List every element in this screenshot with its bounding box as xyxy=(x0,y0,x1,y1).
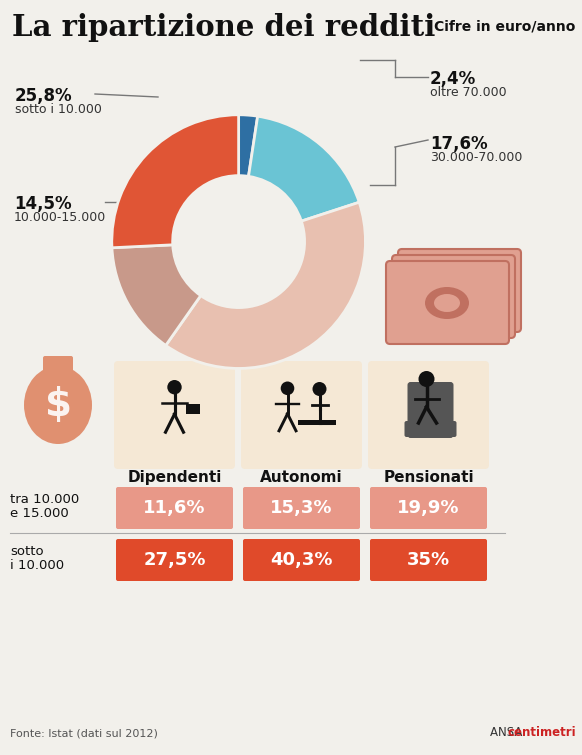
FancyBboxPatch shape xyxy=(370,539,487,581)
Text: 15.000-30.000: 15.000-30.000 xyxy=(220,335,313,348)
Text: 11,6%: 11,6% xyxy=(143,499,206,517)
Text: Autonomi: Autonomi xyxy=(260,470,343,485)
FancyBboxPatch shape xyxy=(404,421,456,437)
FancyBboxPatch shape xyxy=(186,403,200,414)
Text: Cifre in euro/anno: Cifre in euro/anno xyxy=(434,20,575,34)
Ellipse shape xyxy=(434,294,460,312)
Text: Dipendenti: Dipendenti xyxy=(127,470,222,485)
Text: ANSA: ANSA xyxy=(490,726,526,739)
FancyBboxPatch shape xyxy=(116,487,233,529)
Text: 14,5%: 14,5% xyxy=(14,195,72,213)
Text: centimetri: centimetri xyxy=(508,726,577,739)
Wedge shape xyxy=(112,245,201,346)
Wedge shape xyxy=(166,202,365,368)
FancyBboxPatch shape xyxy=(116,539,233,581)
Ellipse shape xyxy=(24,366,92,444)
Text: 35%: 35% xyxy=(407,551,450,569)
Circle shape xyxy=(167,380,182,394)
Text: e 15.000: e 15.000 xyxy=(10,507,69,520)
Text: i 10.000: i 10.000 xyxy=(10,559,64,572)
FancyBboxPatch shape xyxy=(368,361,489,469)
Text: 40,3%: 40,3% xyxy=(270,551,333,569)
Text: 15,3%: 15,3% xyxy=(270,499,333,517)
Text: 17,6%: 17,6% xyxy=(430,135,488,153)
FancyBboxPatch shape xyxy=(398,249,521,332)
FancyBboxPatch shape xyxy=(114,361,235,469)
Wedge shape xyxy=(249,116,359,221)
FancyBboxPatch shape xyxy=(243,487,360,529)
Text: La ripartizione dei redditi: La ripartizione dei redditi xyxy=(12,13,435,42)
Text: 25,8%: 25,8% xyxy=(15,87,73,105)
FancyBboxPatch shape xyxy=(392,255,515,338)
Text: sotto i 10.000: sotto i 10.000 xyxy=(15,103,102,116)
FancyBboxPatch shape xyxy=(386,261,509,344)
Text: 39,8%: 39,8% xyxy=(220,319,278,337)
Circle shape xyxy=(281,381,294,395)
FancyBboxPatch shape xyxy=(407,382,453,438)
FancyBboxPatch shape xyxy=(241,361,362,469)
Text: 2,4%: 2,4% xyxy=(430,70,476,88)
FancyBboxPatch shape xyxy=(243,539,360,581)
FancyBboxPatch shape xyxy=(43,356,73,374)
Text: $: $ xyxy=(44,386,72,424)
Text: 19,9%: 19,9% xyxy=(398,499,460,517)
Ellipse shape xyxy=(425,287,469,319)
Bar xyxy=(297,420,335,425)
FancyBboxPatch shape xyxy=(370,487,487,529)
Wedge shape xyxy=(239,115,258,177)
Text: Fonte: Istat (dati sul 2012): Fonte: Istat (dati sul 2012) xyxy=(10,729,158,739)
Circle shape xyxy=(418,371,435,387)
Text: 10.000-15.000: 10.000-15.000 xyxy=(14,211,107,224)
Circle shape xyxy=(313,382,327,396)
Text: Pensionati: Pensionati xyxy=(383,470,474,485)
Wedge shape xyxy=(112,115,239,248)
Text: sotto: sotto xyxy=(10,545,44,558)
Text: oltre 70.000: oltre 70.000 xyxy=(430,86,506,99)
Text: 27,5%: 27,5% xyxy=(143,551,206,569)
Text: 30.000-70.000: 30.000-70.000 xyxy=(430,151,523,164)
Text: tra 10.000: tra 10.000 xyxy=(10,493,79,506)
